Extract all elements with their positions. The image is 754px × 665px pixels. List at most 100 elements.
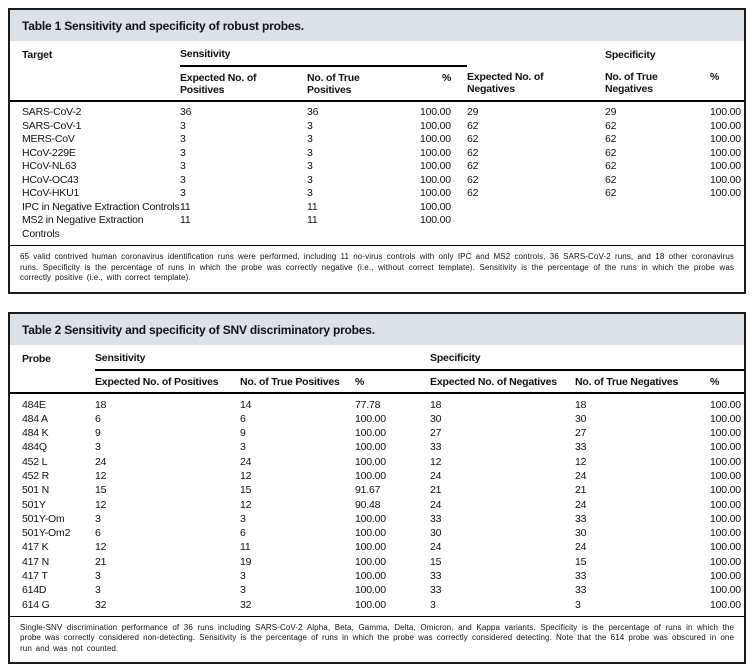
cell: 3 <box>307 146 313 159</box>
cell: 30 <box>430 527 442 540</box>
table-row: HCoV-OC43 3 3 100.00 62 62 100.00 <box>10 174 744 188</box>
cell: 33 <box>575 584 587 597</box>
col-header-sensitivity-percent: % <box>420 66 468 102</box>
cell <box>710 201 744 215</box>
cell: 100.00 <box>710 555 741 568</box>
table2: Probe Sensitivity Specificity Expected N… <box>10 344 745 616</box>
cell: 30 <box>575 527 587 540</box>
cell: 100.00 <box>710 106 741 118</box>
table-row: 484 A 6 6 100.00 30 30 100.00 <box>10 412 744 426</box>
cell: 62 <box>605 173 617 186</box>
cell: 100.00 <box>355 527 386 540</box>
cell: 100.00 <box>710 541 741 554</box>
cell: 24 <box>430 498 442 511</box>
cell: 62 <box>467 146 479 159</box>
cell: 3 <box>180 133 186 145</box>
cell: 3 <box>240 584 246 597</box>
specificity-group-header: Specificity <box>605 49 656 61</box>
cell: 11 <box>180 214 191 226</box>
cell: 100.00 <box>420 200 451 213</box>
cell: 100.00 <box>710 187 741 199</box>
row-label: HCoV-OC43 <box>22 173 79 186</box>
cell: 14 <box>240 398 252 411</box>
cell: 100.00 <box>710 119 741 132</box>
row-label: 501 N <box>22 484 50 497</box>
cell: 3 <box>240 512 246 525</box>
cell: 100.00 <box>710 398 741 411</box>
table2-subheader-row: Expected No. of Positives No. of True Po… <box>10 369 745 394</box>
cell: 36 <box>307 106 319 118</box>
table1-group-header-row: Target Sensitivity Specificity <box>10 41 744 67</box>
table1: Target Sensitivity Specificity Expected … <box>10 41 745 245</box>
cell: 100.00 <box>710 412 741 425</box>
row-label: 484 A <box>22 412 48 425</box>
cell: 3 <box>180 119 186 132</box>
cell: 100.00 <box>355 598 386 611</box>
cell: 100.00 <box>710 427 741 440</box>
row-label: 614 G <box>22 598 50 611</box>
cell: 6 <box>240 527 246 540</box>
cell: 33 <box>575 512 587 525</box>
table-row: HCoV-229E 3 3 100.00 62 62 100.00 <box>10 147 744 161</box>
row-label: 484 K <box>22 427 49 440</box>
table-row: 417 K 12 11 100.00 24 24 100.00 <box>10 540 744 554</box>
cell <box>605 201 710 215</box>
cell: 100.00 <box>420 160 451 172</box>
table2-group-header-row: Probe Sensitivity Specificity <box>10 344 745 371</box>
cell: 6 <box>95 412 101 425</box>
table-row: 501Y 12 12 90.48 24 24 100.00 <box>10 498 744 512</box>
table-row: 417 T 3 3 100.00 33 33 100.00 <box>10 569 744 583</box>
row-label: 484E <box>22 398 46 411</box>
cell: 21 <box>430 484 442 497</box>
table-row: SARS-CoV-2 36 36 100.00 29 29 100.00 <box>10 101 744 120</box>
col-header-true-positives: No. of True Positives <box>307 66 420 102</box>
header-spacer <box>710 41 744 66</box>
cell: 100.00 <box>420 106 451 118</box>
cell: 100.00 <box>420 146 451 159</box>
col-header-expected-positives: Expected No. of Positives <box>95 369 240 394</box>
cell: 19 <box>240 555 252 568</box>
table-row: 501Y-Om 3 3 100.00 33 33 100.00 <box>10 512 744 526</box>
cell: 9 <box>95 427 101 440</box>
cell: 6 <box>95 527 101 540</box>
cell: 33 <box>430 584 442 597</box>
table2-footnote: Single-SNV discrimination performance of… <box>10 615 744 663</box>
cell: 36 <box>180 106 192 118</box>
cell: 3 <box>95 441 101 454</box>
cell: 18 <box>430 398 442 411</box>
cell: 12 <box>95 541 107 554</box>
cell: 12 <box>240 498 252 511</box>
col-header-specificity-percent: % <box>710 66 745 102</box>
specificity-group-header: Specificity <box>430 344 745 371</box>
table1-card: Table 1 Sensitivity and specificity of r… <box>8 8 746 294</box>
cell <box>710 214 744 245</box>
cell: 33 <box>575 441 587 454</box>
cell: 62 <box>605 119 617 132</box>
row-label: 417 N <box>22 555 50 568</box>
cell: 100.00 <box>710 484 741 497</box>
cell: 15 <box>430 555 442 568</box>
cell: 6 <box>240 412 246 425</box>
cell: 33 <box>430 512 442 525</box>
cell: 62 <box>467 173 479 186</box>
cell: 15 <box>240 484 252 497</box>
cell: 77.78 <box>355 398 381 411</box>
cell: 62 <box>605 187 617 199</box>
row-label: 484Q <box>22 441 47 454</box>
cell: 27 <box>430 427 442 440</box>
cell: 24 <box>575 541 587 554</box>
table1-body: SARS-CoV-2 36 36 100.00 29 29 100.00 SARS-CoV-… <box>10 101 744 245</box>
cell: 11 <box>307 214 318 226</box>
cell: 15 <box>95 484 107 497</box>
cell: 100.00 <box>355 469 386 482</box>
cell: 12 <box>240 469 252 482</box>
cell: 11 <box>240 541 251 554</box>
row-label: SARS-CoV-1 <box>22 119 82 132</box>
cell: 30 <box>575 412 587 425</box>
cell <box>467 214 605 245</box>
cell: 29 <box>605 106 617 118</box>
cell: 100.00 <box>420 173 451 186</box>
row-label: MERS-CoV <box>22 133 75 145</box>
cell: 11 <box>180 200 191 213</box>
cell: 100.00 <box>710 498 741 511</box>
